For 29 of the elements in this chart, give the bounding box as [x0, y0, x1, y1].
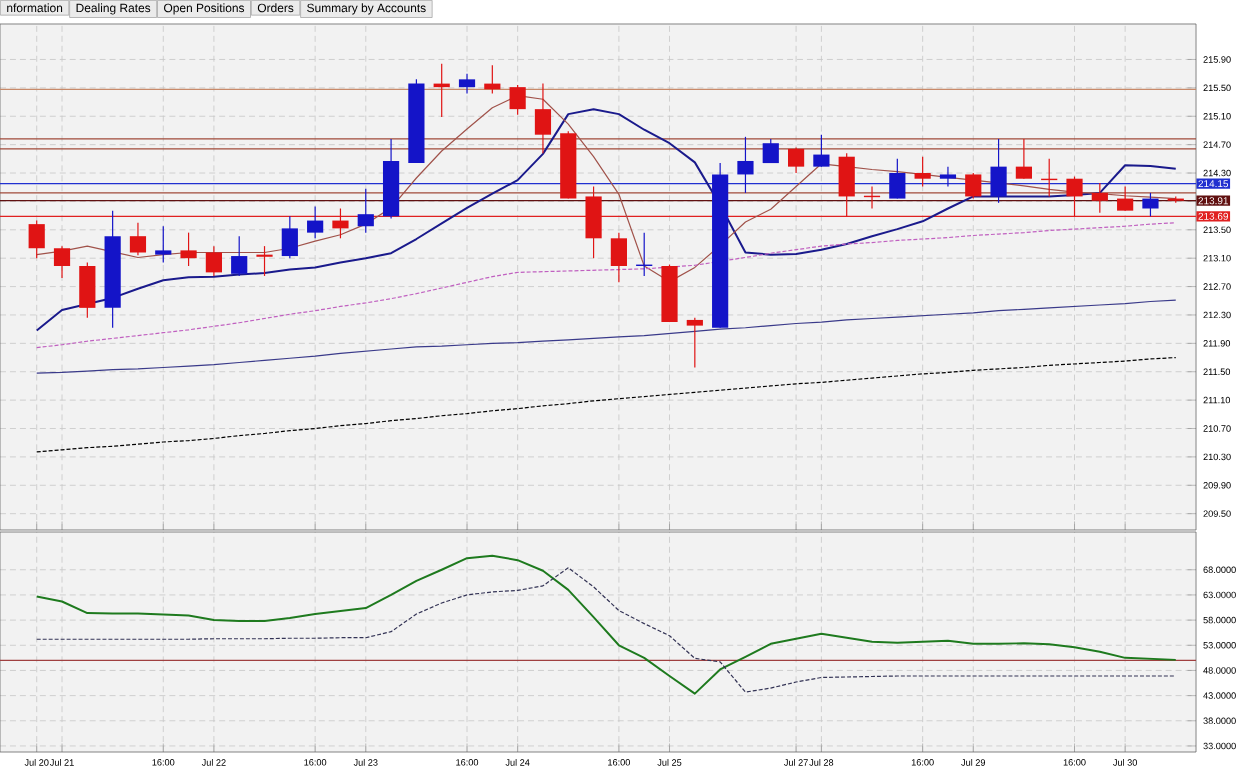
- candlestick: [990, 138, 1007, 204]
- candlestick: [180, 232, 197, 267]
- candlestick: [256, 245, 273, 277]
- candlestick: [610, 232, 627, 283]
- candlestick: [1142, 192, 1159, 217]
- candlestick: [281, 215, 298, 259]
- candlestick: [762, 138, 779, 164]
- candlestick: [155, 225, 172, 264]
- candlestick: [1015, 138, 1032, 180]
- candlestick: [129, 222, 147, 256]
- candlestick: [914, 156, 931, 188]
- candlestick: [787, 146, 805, 174]
- candlestick: [889, 158, 906, 200]
- candlestick: [357, 188, 374, 234]
- candlestick: [965, 172, 982, 200]
- candlestick: [813, 134, 830, 168]
- candlestick: [231, 235, 248, 277]
- candlestick: [534, 83, 552, 154]
- candlestick: [686, 317, 703, 369]
- candlestick: [939, 166, 957, 188]
- candlestick: [509, 84, 526, 116]
- candlestick: [28, 219, 45, 259]
- candlestick: [53, 245, 71, 279]
- candlestick: [307, 205, 324, 239]
- candlestick: [205, 245, 222, 277]
- candlestick: [1117, 185, 1134, 212]
- candlestick: [458, 73, 476, 95]
- candlestick: [737, 136, 754, 194]
- candlestick: [79, 261, 96, 319]
